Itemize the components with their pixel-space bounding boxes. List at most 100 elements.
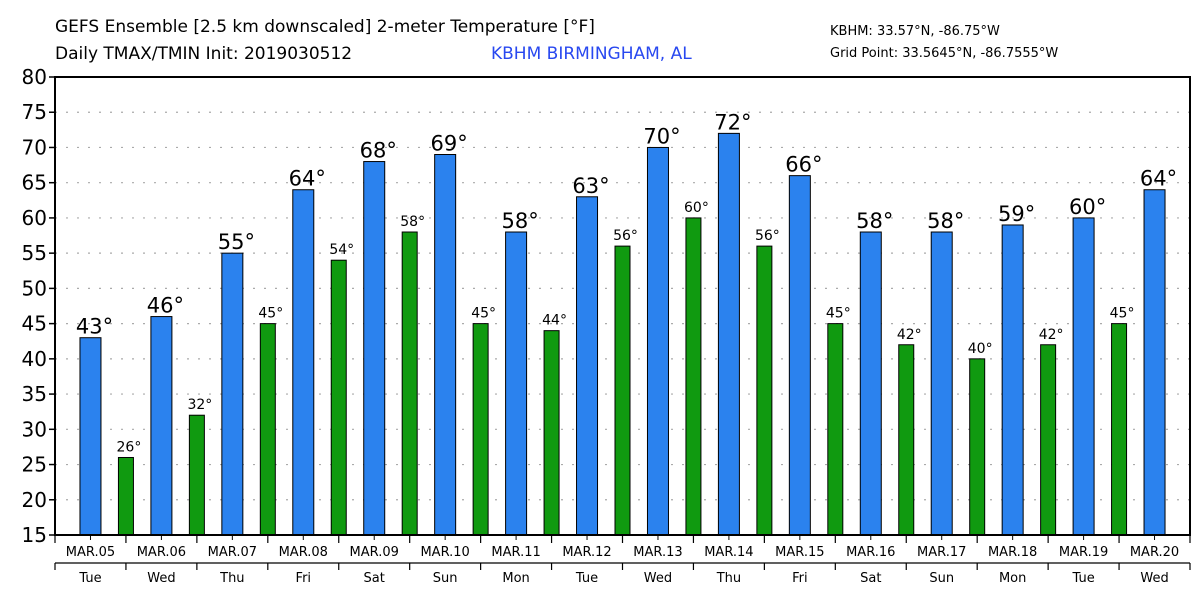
y-axis: 15 20 25 30 35 40 45 50 55 60 65 70 75 80	[22, 65, 55, 547]
tmax-bar	[1001, 224, 1024, 536]
weekday-label: Thu	[716, 571, 741, 586]
tmax-bar	[221, 252, 244, 536]
tmin-bar	[330, 259, 347, 536]
chart-subtitle: Daily TMAX/TMIN Init: 2019030512	[55, 44, 353, 64]
tmax-bar	[150, 316, 173, 536]
tmin-label: 42°	[1039, 327, 1064, 343]
tmax-bar	[788, 175, 811, 536]
y-tick-label: 75	[22, 100, 47, 124]
value-labels: 43° 26° 46° 32° 55° 45° 64° 54° 68° 58° 69° 45° 58° 4…	[76, 110, 1177, 455]
date-label: MAR.10	[420, 545, 469, 560]
date-label: MAR.16	[846, 545, 895, 560]
tmin-bar	[401, 231, 418, 536]
tmax-bar	[505, 231, 528, 536]
date-label: MAR.17	[917, 545, 966, 560]
tmax-label: 43°	[76, 315, 113, 339]
tmin-label: 26°	[117, 439, 142, 455]
tmax-bar	[363, 161, 386, 536]
tmin-label: 60°	[684, 200, 709, 216]
y-tick-label: 65	[22, 171, 47, 195]
tmax-bar	[646, 146, 669, 536]
tmax-bar	[1143, 189, 1166, 536]
tmin-label: 42°	[897, 327, 922, 343]
tmin-bar	[685, 217, 702, 536]
tmin-label: 56°	[613, 228, 638, 244]
date-label: MAR.11	[491, 545, 540, 560]
tmin-label: 32°	[187, 397, 212, 413]
weekday-label: Wed	[1140, 571, 1168, 586]
date-label: MAR.13	[633, 545, 682, 560]
tmax-label: 63°	[572, 174, 609, 198]
tmax-label: 55°	[218, 230, 255, 254]
y-tick-label: 70	[22, 135, 47, 159]
tmax-bar	[717, 132, 740, 536]
date-label: MAR.07	[208, 545, 257, 560]
tmax-bar	[434, 154, 457, 536]
weekday-label: Tue	[78, 571, 101, 586]
date-label: MAR.20	[1130, 545, 1179, 560]
tmin-label: 45°	[258, 306, 283, 322]
tmax-label: 60°	[1069, 195, 1106, 219]
tmin-label: 56°	[755, 228, 780, 244]
weekday-label: Thu	[219, 571, 244, 586]
tmin-label: 58°	[400, 214, 425, 230]
bars	[79, 132, 1166, 536]
tmin-bar	[756, 245, 773, 536]
tmin-label: 44°	[542, 313, 567, 329]
tmax-bar	[930, 231, 953, 536]
tmin-label: 45°	[471, 306, 496, 322]
date-label: MAR.18	[988, 545, 1037, 560]
tmax-bar	[859, 231, 882, 536]
weekday-label: Wed	[147, 571, 175, 586]
tmax-label: 64°	[289, 167, 326, 191]
grid-point-coordinates: Grid Point: 33.5645°N, -86.7555°W	[830, 46, 1059, 61]
tmax-label: 66°	[785, 153, 822, 177]
tmin-label: 45°	[1110, 306, 1135, 322]
y-tick-label: 25	[22, 453, 47, 477]
date-label: MAR.12	[562, 545, 611, 560]
station-coordinates: KBHM: 33.57°N, -86.75°W	[830, 24, 1000, 39]
tmax-bar	[1072, 217, 1095, 536]
tmax-label: 58°	[856, 209, 893, 233]
chart-title: GEFS Ensemble [2.5 km downscaled] 2-mete…	[55, 17, 595, 37]
weekday-label: Sun	[433, 571, 458, 586]
x-axis: MAR.05 Tue MAR.06 Wed MAR.07 Thu MAR.08 Fri MAR.…	[54, 535, 1191, 586]
weekday-label: Mon	[502, 571, 529, 586]
tmin-bar	[827, 323, 844, 536]
tmin-label: 54°	[329, 242, 354, 258]
tmax-bar	[576, 196, 599, 536]
tmax-bar	[79, 337, 102, 536]
weekday-label: Wed	[644, 571, 672, 586]
tmin-bar	[898, 344, 915, 536]
tmax-label: 59°	[998, 202, 1035, 226]
weekday-label: Sat	[860, 571, 881, 586]
y-tick-label: 55	[22, 241, 47, 265]
tmax-label: 72°	[714, 110, 751, 134]
tmax-label: 64°	[1140, 167, 1177, 191]
y-tick-label: 35	[22, 382, 47, 406]
date-label: MAR.19	[1059, 545, 1108, 560]
tmin-bar	[472, 323, 489, 536]
weekday-label: Tue	[575, 571, 598, 586]
y-tick-label: 80	[22, 65, 47, 89]
date-label: MAR.09	[350, 545, 399, 560]
date-label: MAR.15	[775, 545, 824, 560]
tmax-label: 46°	[147, 294, 184, 318]
date-label: MAR.14	[704, 545, 753, 560]
date-label: MAR.05	[66, 545, 115, 560]
weekday-label: Sat	[364, 571, 385, 586]
tmin-bar	[614, 245, 631, 536]
weekday-label: Sun	[929, 571, 954, 586]
weekday-label: Tue	[1071, 571, 1094, 586]
weekday-label: Fri	[296, 571, 312, 586]
y-tick-label: 60	[22, 206, 47, 230]
plot-frame	[54, 76, 1191, 536]
station-name: KBHM BIRMINGHAM, AL	[491, 44, 692, 64]
tmin-bar	[969, 358, 986, 536]
y-tick-label: 50	[22, 276, 47, 300]
tmax-label: 58°	[501, 209, 538, 233]
tmax-bar	[292, 189, 315, 536]
y-tick-label: 15	[22, 523, 47, 547]
y-tick-label: 30	[22, 417, 47, 441]
